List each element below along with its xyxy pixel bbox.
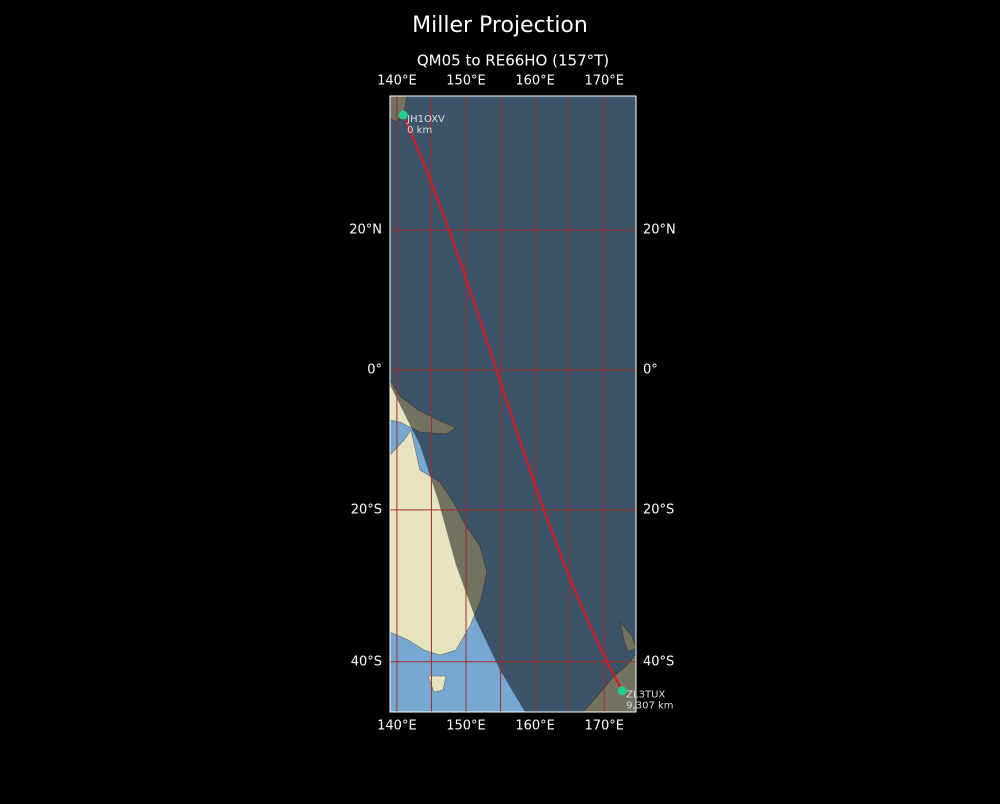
grid: [390, 96, 636, 712]
lon-label-bottom: 140°E: [377, 719, 417, 734]
route: [398, 110, 627, 696]
station-marker: [617, 686, 627, 696]
map-frame: [389, 95, 637, 713]
lon-label-bottom: 150°E: [446, 719, 486, 734]
lon-label-top: 140°E: [377, 74, 417, 89]
lat-label-right: 20°N: [643, 223, 676, 238]
station-distance: 9,307 km: [626, 701, 673, 712]
lat-label-right: 40°S: [643, 654, 674, 669]
subtitle: QM05 to RE66HO (157°T): [417, 52, 609, 70]
lon-label-top: 150°E: [446, 74, 486, 89]
lon-label-bottom: 160°E: [515, 719, 555, 734]
night-shade: [390, 96, 636, 712]
station-name: ZL3TUX: [626, 690, 665, 701]
title: Miller Projection: [412, 13, 588, 38]
lat-label-left: 40°S: [351, 654, 382, 669]
tasmania: [427, 675, 447, 693]
station-distance: 0 km: [407, 125, 432, 136]
lat-label-left: 20°S: [351, 502, 382, 517]
lat-label-left: 20°N: [349, 223, 382, 238]
lat-label-left: 0°: [367, 363, 382, 378]
station-name: JH1OXV: [406, 114, 445, 125]
lon-label-bottom: 170°E: [584, 719, 624, 734]
lat-label-right: 0°: [643, 363, 658, 378]
lon-label-top: 160°E: [515, 74, 555, 89]
station-marker: [398, 110, 408, 120]
lat-label-right: 20°S: [643, 502, 674, 517]
lon-label-top: 170°E: [584, 74, 624, 89]
great-circle-path: [402, 114, 624, 692]
labels: 20°N 20°N 0° 0° 20°S 20°S 40°S 40°S 140°E 140°E 15…: [349, 74, 676, 734]
map-area: [390, 96, 636, 712]
